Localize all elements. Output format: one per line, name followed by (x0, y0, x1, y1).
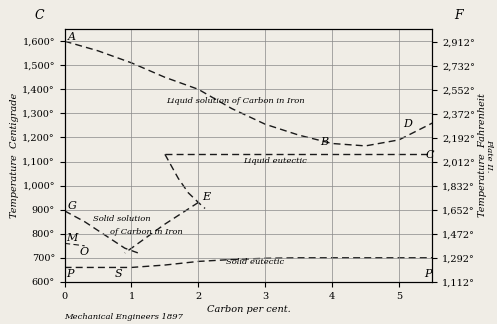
X-axis label: Carbon per cent.: Carbon per cent. (207, 305, 290, 314)
Text: A: A (68, 32, 76, 42)
Text: C: C (426, 150, 434, 160)
Text: S: S (115, 269, 122, 279)
Y-axis label: Temperature  Fahrenheit: Temperature Fahrenheit (478, 94, 487, 217)
Text: P: P (66, 269, 74, 279)
Text: G: G (68, 201, 77, 211)
Text: O: O (80, 248, 88, 258)
Text: C: C (34, 8, 44, 22)
Text: Liquid eutectic: Liquid eutectic (244, 157, 307, 166)
Y-axis label: Temperature  Centigrade: Temperature Centigrade (10, 93, 19, 218)
Text: of Carbon in Iron: of Carbon in Iron (110, 228, 183, 236)
Text: Liquid solution of Carbon in Iron: Liquid solution of Carbon in Iron (166, 97, 305, 105)
Text: M: M (66, 233, 78, 243)
Text: F: F (454, 8, 462, 22)
Text: B: B (320, 137, 328, 147)
Text: E: E (202, 192, 210, 202)
Text: Solid eutectic: Solid eutectic (226, 258, 284, 266)
Text: P: P (424, 269, 432, 279)
Text: Solid solution: Solid solution (93, 215, 150, 223)
Text: D: D (404, 119, 413, 129)
Text: Plate II.: Plate II. (486, 139, 494, 172)
Text: Mechanical Engineers 1897: Mechanical Engineers 1897 (65, 313, 183, 321)
